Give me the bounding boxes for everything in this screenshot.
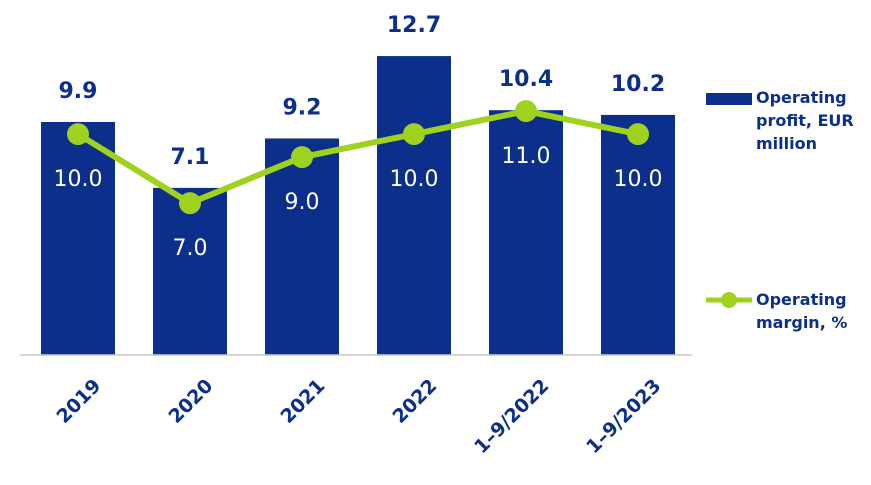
- line-point: [403, 123, 425, 146]
- line-point: [291, 146, 313, 169]
- legend-swatch: [706, 93, 752, 105]
- bar: [489, 110, 563, 355]
- line-point: [515, 100, 537, 123]
- bar-value-label: 12.7: [387, 13, 441, 38]
- bar-value-label: 9.2: [283, 95, 322, 120]
- legend-swatch: [721, 292, 737, 308]
- line-value-label: 11.0: [502, 144, 551, 169]
- line-value-label: 10.0: [614, 167, 663, 192]
- bar: [265, 138, 339, 355]
- x-tick-label: 1–9/2023: [582, 375, 665, 458]
- line-value-label: 7.0: [173, 236, 208, 261]
- line-value-label: 10.0: [54, 167, 103, 192]
- bar-value-label: 10.2: [611, 72, 665, 97]
- x-tick-label: 2022: [388, 375, 441, 428]
- x-tick-label: 2019: [52, 375, 105, 428]
- legend-label: Operating profit, EUR million: [756, 88, 854, 153]
- bar: [377, 56, 451, 356]
- line-value-label: 10.0: [390, 167, 439, 192]
- x-tick-label: 2021: [276, 375, 329, 428]
- line: [76, 108, 639, 207]
- bar-value-label: 7.1: [171, 145, 210, 170]
- line-point: [67, 123, 89, 146]
- line-point: [627, 123, 649, 146]
- bar: [601, 114, 675, 356]
- bar: [41, 121, 115, 355]
- x-tick-label: 2020: [164, 375, 217, 428]
- x-tick-label: 1–9/2022: [470, 375, 553, 458]
- line-point: [179, 192, 201, 215]
- legend-label: Operating margin, %: [756, 290, 848, 332]
- bar-value-label: 10.4: [499, 67, 553, 92]
- bar-value-label: 9.9: [59, 79, 98, 104]
- line-value-label: 9.0: [285, 190, 320, 215]
- bar: [153, 187, 227, 355]
